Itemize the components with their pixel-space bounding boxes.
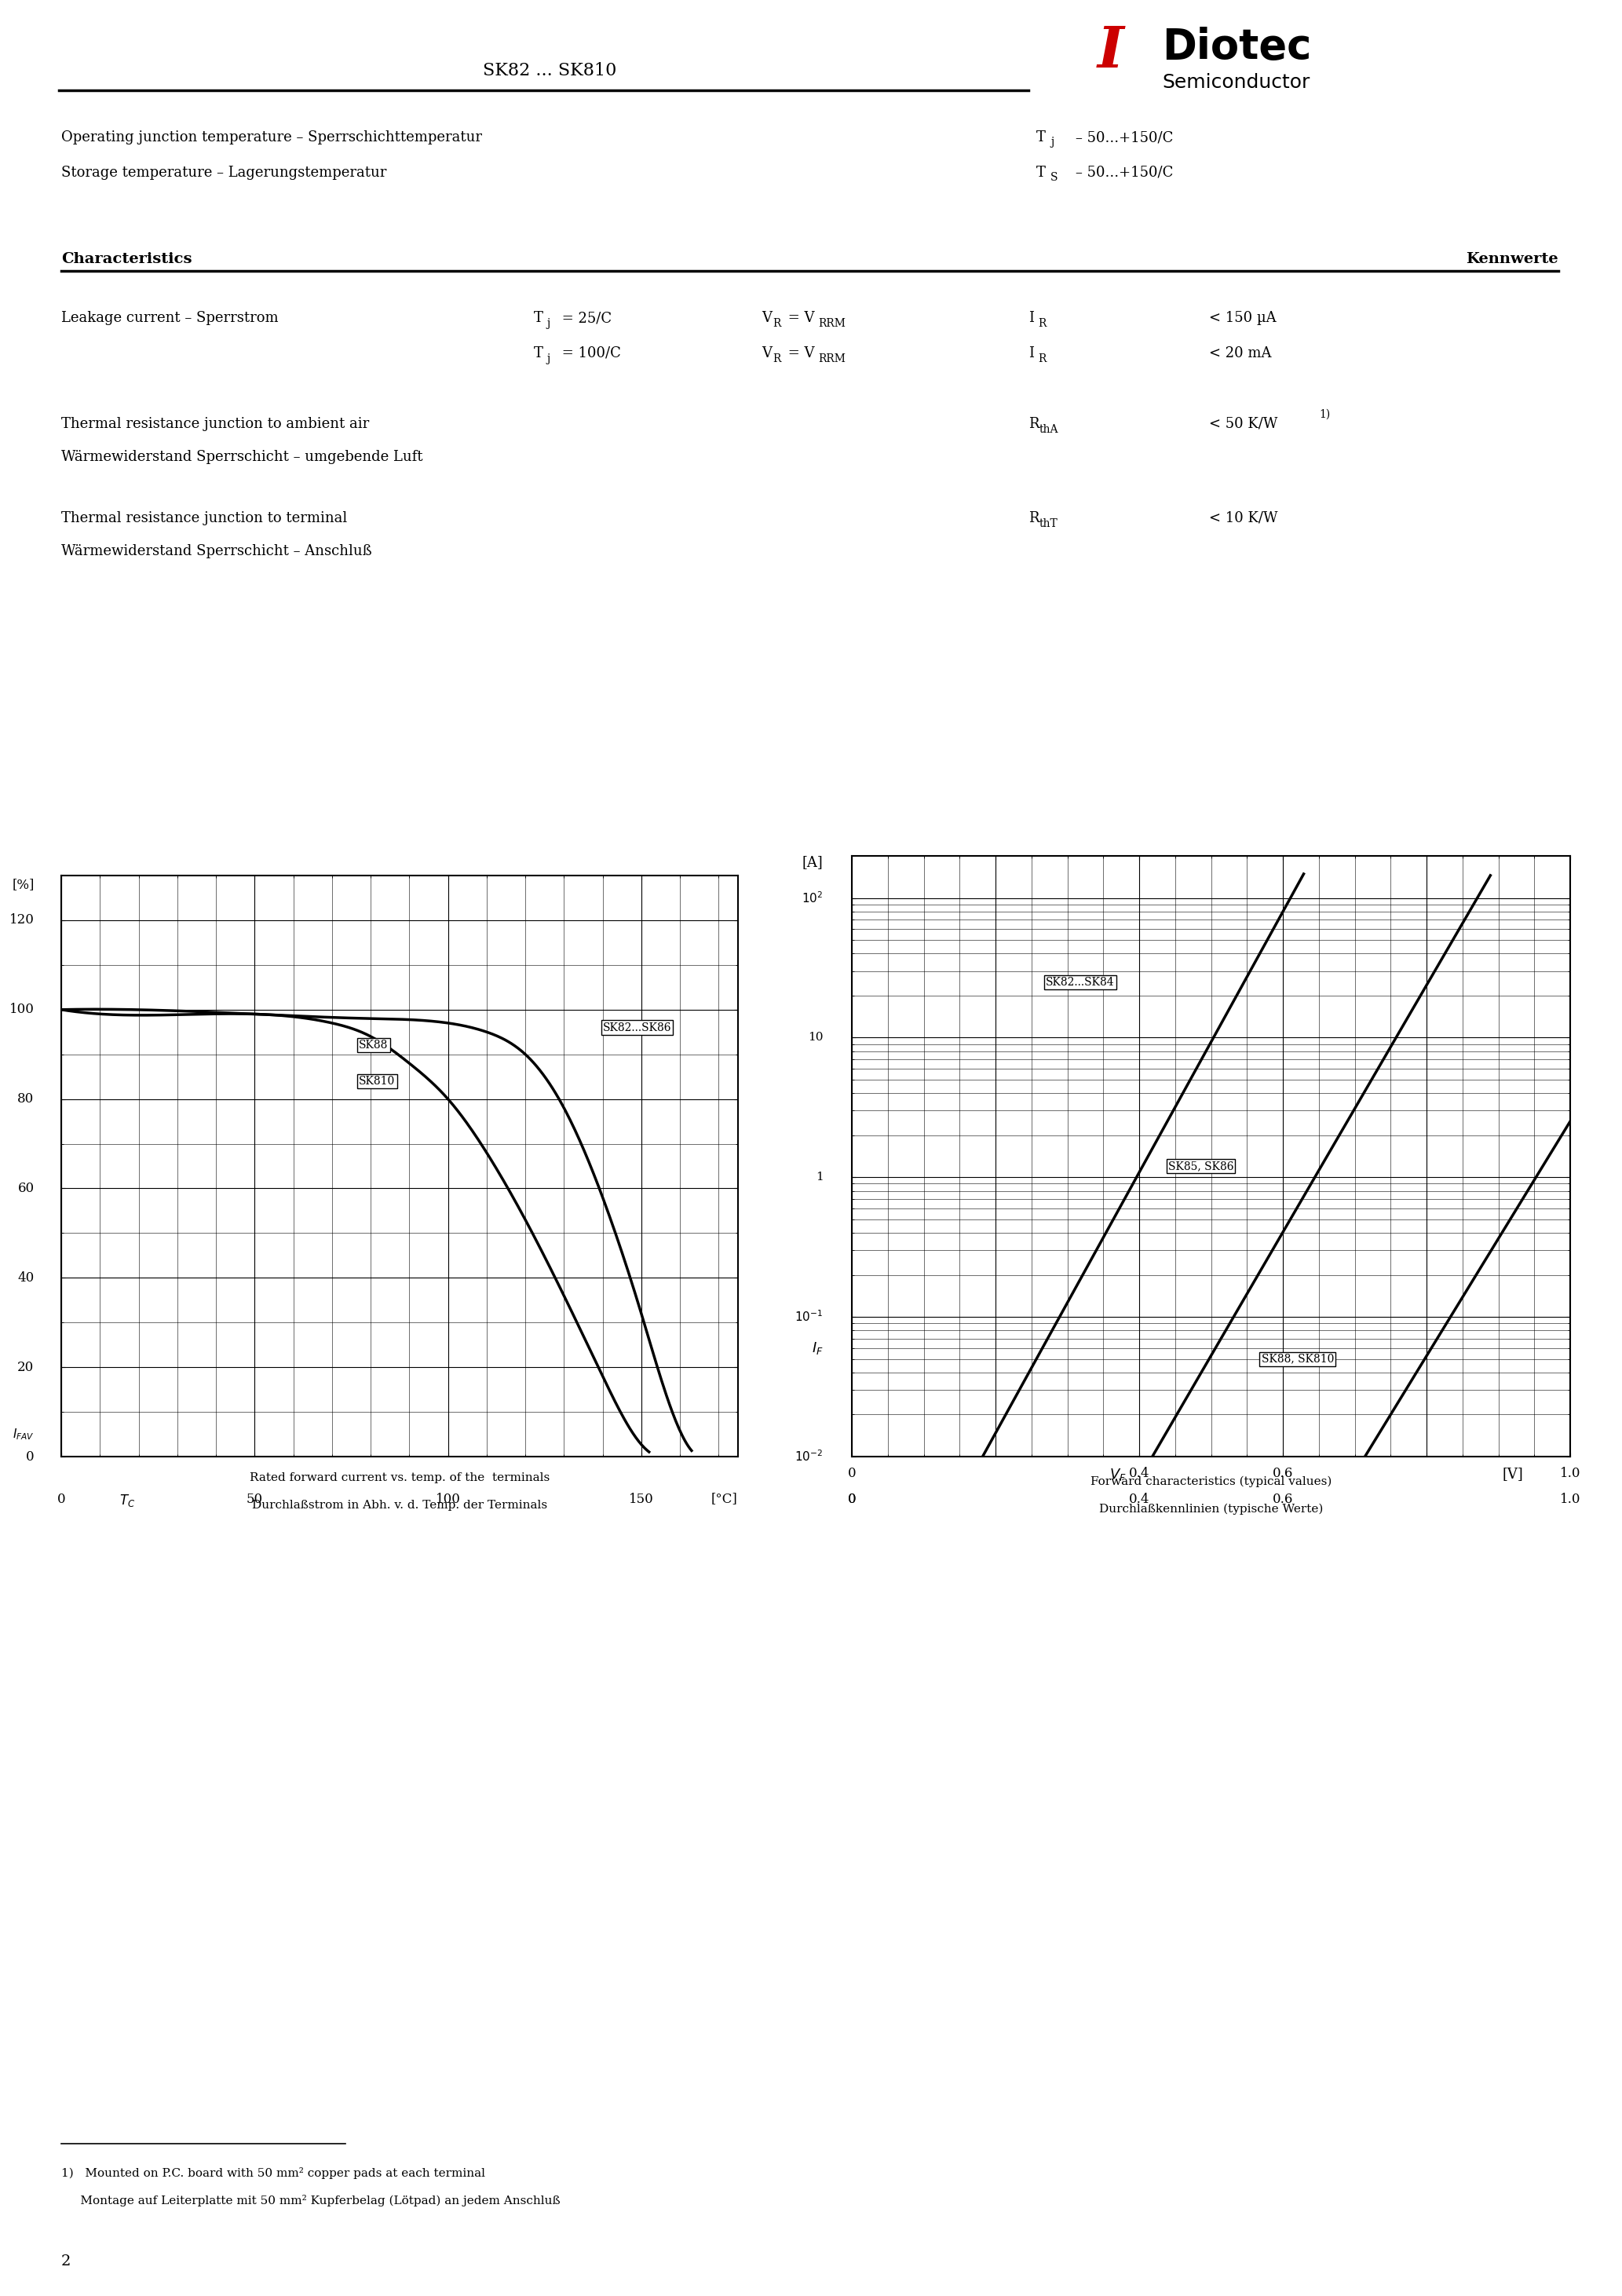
Text: j: j xyxy=(1051,138,1054,147)
Text: < 20 mA: < 20 mA xyxy=(1208,347,1272,360)
Text: $I_{FAV}$: $I_{FAV}$ xyxy=(13,1426,34,1442)
Text: Durchlaßstrom in Abh. v. d. Temp. der Terminals: Durchlaßstrom in Abh. v. d. Temp. der Te… xyxy=(251,1499,547,1511)
Text: $I_F$: $I_F$ xyxy=(811,1341,822,1355)
Text: 1: 1 xyxy=(816,1171,822,1182)
Text: j: j xyxy=(547,354,550,365)
Text: 100: 100 xyxy=(10,1003,34,1017)
Text: 2: 2 xyxy=(62,2255,71,2268)
Text: 1.0: 1.0 xyxy=(1560,1492,1580,1506)
Text: 100: 100 xyxy=(435,1492,461,1506)
Text: = V: = V xyxy=(783,310,814,326)
Text: – 50...+150/C: – 50...+150/C xyxy=(1075,131,1173,145)
Text: j: j xyxy=(547,319,550,328)
Text: Semiconductor: Semiconductor xyxy=(1161,73,1311,92)
Text: thT: thT xyxy=(1040,519,1058,530)
Text: SK82...SK84: SK82...SK84 xyxy=(1046,976,1114,987)
Text: I: I xyxy=(1028,310,1033,326)
Text: Durchlaßkennlinien (typische Werte): Durchlaßkennlinien (typische Werte) xyxy=(1100,1504,1324,1515)
Text: Characteristics: Characteristics xyxy=(62,253,191,266)
Text: R: R xyxy=(772,354,780,365)
Text: 1)   Mounted on P.C. board with 50 mm² copper pads at each terminal: 1) Mounted on P.C. board with 50 mm² cop… xyxy=(62,2167,485,2179)
Text: Rated forward current vs. temp. of the  terminals: Rated forward current vs. temp. of the t… xyxy=(250,1472,550,1483)
Text: – 50...+150/C: – 50...+150/C xyxy=(1075,165,1173,179)
Text: S: S xyxy=(1051,172,1058,184)
Text: Diotec: Diotec xyxy=(1161,28,1312,67)
Text: $10^{-1}$: $10^{-1}$ xyxy=(795,1309,822,1325)
Text: 0.6: 0.6 xyxy=(1273,1492,1293,1506)
Text: 0: 0 xyxy=(26,1449,34,1463)
Text: 120: 120 xyxy=(10,914,34,928)
Text: Storage temperature – Lagerungstemperatur: Storage temperature – Lagerungstemperatu… xyxy=(62,165,386,179)
Text: V: V xyxy=(762,347,772,360)
Text: V: V xyxy=(762,310,772,326)
Text: SK82...SK86: SK82...SK86 xyxy=(603,1022,672,1033)
Text: Leakage current – Sperrstrom: Leakage current – Sperrstrom xyxy=(62,310,279,326)
Text: 0.6: 0.6 xyxy=(1273,1467,1293,1481)
Text: R: R xyxy=(1028,418,1040,432)
Text: = V: = V xyxy=(783,347,814,360)
Text: R: R xyxy=(1038,319,1046,328)
Text: 10: 10 xyxy=(808,1033,822,1042)
Text: Thermal resistance junction to ambient air: Thermal resistance junction to ambient a… xyxy=(62,418,370,432)
Text: 150: 150 xyxy=(629,1492,654,1506)
Text: $10^{-2}$: $10^{-2}$ xyxy=(795,1449,822,1465)
Text: Wärmewiderstand Sperrschicht – umgebende Luft: Wärmewiderstand Sperrschicht – umgebende… xyxy=(62,450,423,464)
Text: T: T xyxy=(534,347,543,360)
Text: 20: 20 xyxy=(18,1362,34,1373)
Text: 80: 80 xyxy=(18,1093,34,1107)
Text: 0.4: 0.4 xyxy=(1129,1467,1150,1481)
Text: Wärmewiderstand Sperrschicht – Anschluß: Wärmewiderstand Sperrschicht – Anschluß xyxy=(62,544,371,558)
Text: SK88: SK88 xyxy=(358,1040,388,1052)
Text: = 100/C: = 100/C xyxy=(558,347,621,360)
Text: $V_F$: $V_F$ xyxy=(1109,1467,1126,1483)
Text: [°C]: [°C] xyxy=(710,1492,738,1506)
Text: RRM: RRM xyxy=(817,319,845,328)
Text: = 25/C: = 25/C xyxy=(558,310,611,326)
Text: T: T xyxy=(1036,131,1046,145)
Text: 0: 0 xyxy=(848,1492,856,1506)
Text: Ι: Ι xyxy=(1098,23,1124,78)
Text: 0: 0 xyxy=(57,1492,65,1506)
Text: 40: 40 xyxy=(18,1272,34,1283)
Text: I: I xyxy=(1028,347,1033,360)
Text: Montage auf Leiterplatte mit 50 mm² Kupferbelag (Lötpad) an jedem Anschluß: Montage auf Leiterplatte mit 50 mm² Kupf… xyxy=(62,2195,560,2206)
Text: $T_C$: $T_C$ xyxy=(118,1492,135,1508)
Text: 1.0: 1.0 xyxy=(1560,1467,1580,1481)
Text: 1): 1) xyxy=(1319,409,1330,420)
Text: thA: thA xyxy=(1040,425,1059,434)
Text: < 50 K/W: < 50 K/W xyxy=(1208,418,1278,432)
Text: Forward characteristics (typical values): Forward characteristics (typical values) xyxy=(1090,1476,1332,1488)
Text: Kennwerte: Kennwerte xyxy=(1466,253,1559,266)
Text: 0: 0 xyxy=(848,1467,856,1481)
Text: 0.4: 0.4 xyxy=(1129,1492,1150,1506)
Text: [A]: [A] xyxy=(803,854,822,870)
Text: [V]: [V] xyxy=(1502,1467,1523,1481)
Text: T: T xyxy=(534,310,543,326)
Text: SK82 ... SK810: SK82 ... SK810 xyxy=(483,62,616,80)
Text: SK85, SK86: SK85, SK86 xyxy=(1168,1162,1233,1171)
Text: R: R xyxy=(772,319,780,328)
Text: SK810: SK810 xyxy=(358,1075,396,1086)
Text: R: R xyxy=(1038,354,1046,365)
Text: 60: 60 xyxy=(18,1182,34,1196)
Text: < 150 µA: < 150 µA xyxy=(1208,310,1277,326)
Text: $10^{2}$: $10^{2}$ xyxy=(801,891,822,905)
Text: T: T xyxy=(1036,165,1046,179)
Text: SK88, SK810: SK88, SK810 xyxy=(1262,1352,1333,1364)
Text: Operating junction temperature – Sperrschichttemperatur: Operating junction temperature – Sperrsc… xyxy=(62,131,482,145)
Text: 50: 50 xyxy=(247,1492,263,1506)
Text: R: R xyxy=(1028,512,1040,526)
Text: RRM: RRM xyxy=(817,354,845,365)
Text: [%]: [%] xyxy=(11,877,34,891)
Text: < 10 K/W: < 10 K/W xyxy=(1208,512,1278,526)
Text: Thermal resistance junction to terminal: Thermal resistance junction to terminal xyxy=(62,512,347,526)
Text: 0: 0 xyxy=(848,1492,856,1506)
